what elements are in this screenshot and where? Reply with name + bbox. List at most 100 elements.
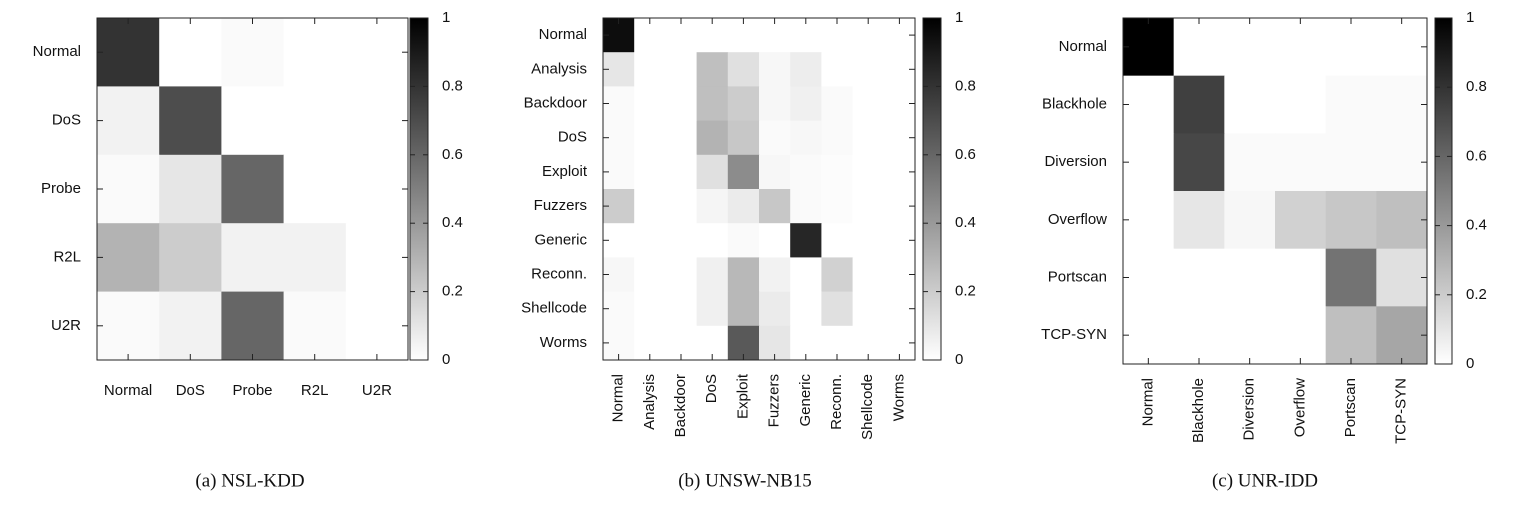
y-tick-label: Reconn. — [531, 265, 587, 282]
heatmap-cell — [1325, 75, 1377, 134]
heatmap-cell — [821, 52, 854, 87]
heatmap-cell — [159, 154, 222, 224]
heatmap-cell — [1275, 18, 1327, 77]
heatmap-cell — [283, 86, 347, 156]
y-tick-label: U2R — [51, 317, 81, 334]
y-tick-label: Normal — [33, 43, 81, 60]
heatmap-cell — [1224, 75, 1276, 134]
colorbar-tick-label: 0 — [955, 351, 963, 368]
colorbar-frame — [409, 17, 429, 361]
heatmap-cell — [1275, 75, 1327, 134]
heatmap-cell — [821, 120, 854, 156]
colorbar-tick-label: 0.4 — [442, 214, 463, 231]
plot-frame — [602, 17, 916, 361]
y-tick-label: DoS — [558, 129, 587, 146]
colorbar-tick-label: 1 — [442, 9, 450, 26]
heatmap-cell — [1376, 191, 1428, 250]
heatmap-cell — [727, 189, 760, 224]
heatmap-cell — [1123, 248, 1175, 307]
y-tick-label: Portscan — [1048, 268, 1107, 285]
heatmap-cell — [852, 52, 885, 87]
heatmap-cell — [1173, 306, 1225, 365]
heatmap-cell — [696, 189, 729, 224]
heatmap-cell — [1325, 191, 1377, 250]
heatmap-cell — [1173, 191, 1225, 250]
heatmap-cell — [345, 154, 409, 224]
x-tick-label: R2L — [301, 382, 329, 399]
heatmap-cell — [634, 120, 666, 156]
heatmap-cell — [283, 291, 347, 361]
colorbar — [923, 18, 941, 360]
heatmap-cell — [790, 52, 822, 87]
x-tick-label: Worms — [890, 374, 907, 421]
y-tick-label: Analysis — [531, 60, 587, 77]
x-tick-label: Blackhole — [1190, 378, 1207, 443]
heatmap-cell — [345, 291, 409, 361]
heatmap-cell — [696, 291, 729, 327]
heatmap-cell — [634, 154, 666, 190]
x-tick-label: Overflow — [1291, 378, 1308, 437]
heatmap-cell — [1224, 248, 1276, 307]
heatmap-cell — [852, 86, 885, 122]
y-tick-label: DoS — [52, 112, 81, 129]
heatmap-cell — [727, 154, 760, 190]
x-tick-label: DoS — [703, 374, 720, 403]
heatmap-cell — [97, 154, 160, 224]
heatmap-cell — [696, 86, 729, 122]
chart-caption: (a) NSL-KDD — [195, 470, 304, 491]
heatmap-cell — [665, 189, 698, 224]
x-tick-label: Normal — [610, 374, 627, 422]
heatmap-cell — [696, 120, 729, 156]
heatmap-cell — [159, 18, 222, 87]
heatmap-cell — [221, 154, 285, 224]
x-tick-label: Generic — [797, 374, 814, 427]
colorbar-tick-label: 1 — [1466, 9, 1474, 26]
colorbar-tick-label: 0.8 — [1466, 78, 1487, 95]
heatmap-cell — [759, 52, 791, 87]
heatmap-cell — [345, 223, 409, 293]
heatmap-cell — [821, 223, 854, 258]
heatmap-cell — [221, 291, 285, 361]
heatmap-cell — [696, 257, 729, 293]
chart-caption: (c) UNR-IDD — [1212, 470, 1318, 491]
heatmap-cell — [345, 18, 409, 87]
x-tick-label: Probe — [232, 382, 272, 399]
heatmap-cell — [221, 223, 285, 293]
heatmap-cell — [727, 257, 760, 293]
y-tick-label: R2L — [53, 248, 81, 265]
heatmap-cell — [97, 223, 160, 293]
heatmap-cell — [634, 189, 666, 224]
heatmap-cell — [852, 223, 885, 258]
heatmap-cell — [727, 120, 760, 156]
heatmap-cell — [221, 18, 285, 87]
heatmap-cell — [759, 291, 791, 327]
x-tick-label: Normal — [104, 382, 152, 399]
heatmap-cell — [1123, 306, 1175, 365]
x-tick-label: Normal — [1139, 378, 1156, 426]
heatmap-cell — [821, 291, 854, 327]
y-tick-label: TCP-SYN — [1041, 326, 1107, 343]
heatmap-cell — [852, 291, 885, 327]
heatmap-cell — [1275, 191, 1327, 250]
heatmap-cell — [790, 223, 822, 258]
heatmap-cell — [790, 257, 822, 293]
heatmap-cell — [1123, 75, 1175, 134]
colorbar-tick-label: 0.6 — [955, 146, 976, 163]
y-tick-label: Backdoor — [524, 94, 587, 111]
colorbar-tick-label: 0.2 — [1466, 286, 1487, 303]
x-tick-label: TCP-SYN — [1393, 378, 1410, 444]
heatmap-cell — [852, 154, 885, 190]
colorbar-tick-label: 0 — [1466, 355, 1474, 372]
heatmap-cell — [1123, 18, 1175, 77]
heatmap-cell — [727, 86, 760, 122]
heatmap-cell — [759, 257, 791, 293]
heatmap-cell — [283, 154, 347, 224]
colorbar — [410, 18, 428, 360]
y-tick-label: Worms — [540, 334, 587, 351]
heatmap-cell — [97, 18, 160, 87]
heatmap-cell — [1224, 191, 1276, 250]
heatmap-cell — [665, 291, 698, 327]
colorbar-tick-label: 0.8 — [442, 77, 463, 94]
colorbar-tick-label: 0.2 — [442, 283, 463, 300]
